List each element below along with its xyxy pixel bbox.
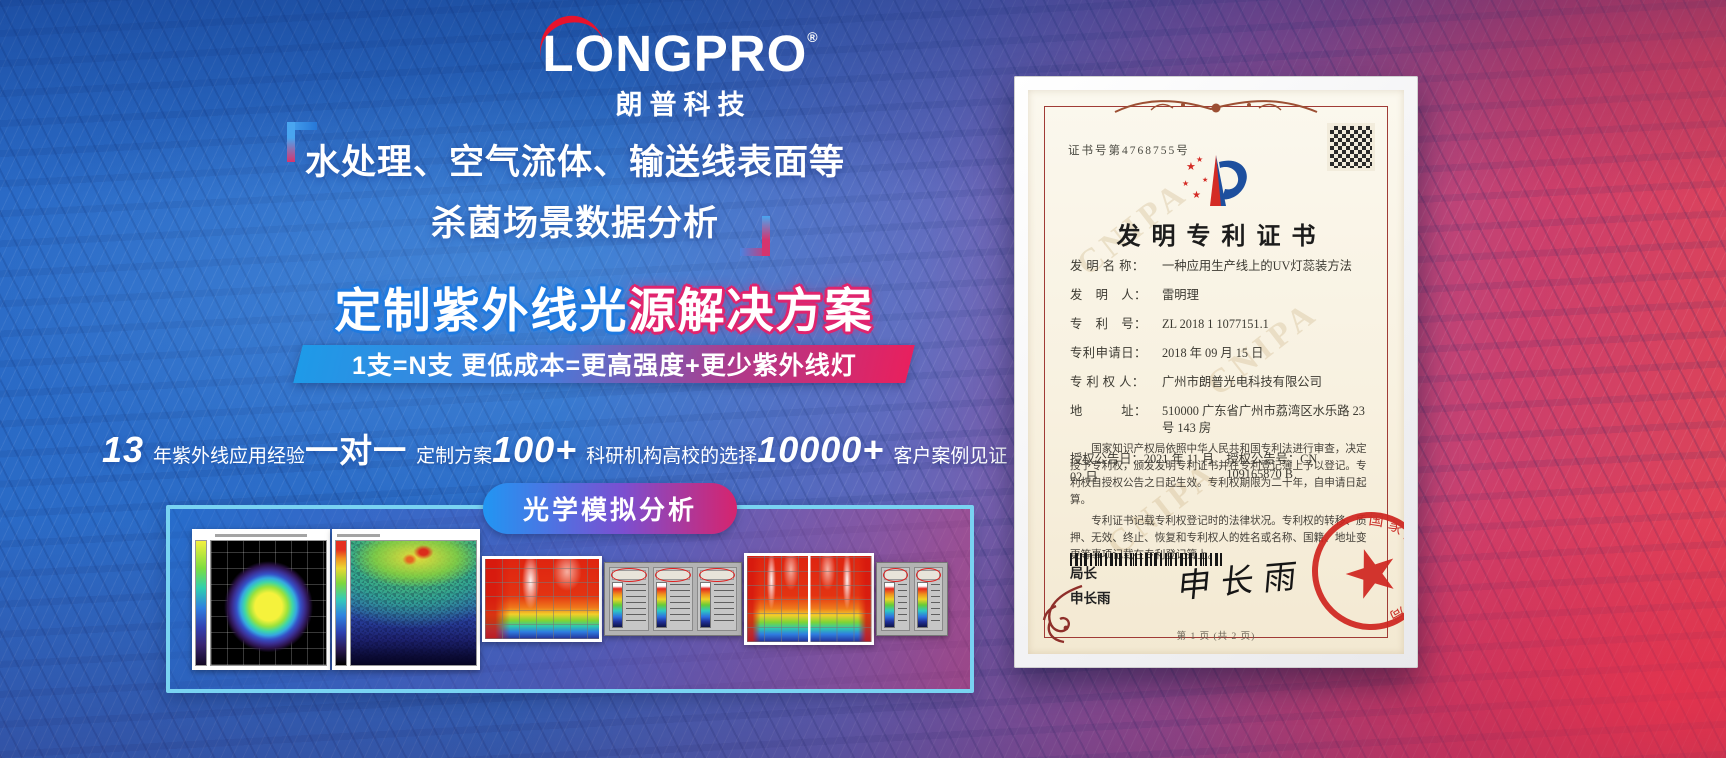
solution-block: 定制紫外线光源解决方案 1支=N支 更低成本=更高强度+更少紫外线灯 (293, 284, 915, 384)
stat-value: 100+ (492, 429, 578, 470)
legend-scale (914, 567, 943, 631)
certificate-page-footer: 第 1 页 (共 2 页) (1176, 632, 1256, 642)
certificate-number: 证书号第4768755号 (1068, 145, 1190, 157)
legend-colorbar (656, 582, 667, 628)
thumb-noisy-map (332, 528, 480, 670)
heatmap-plot (810, 556, 871, 642)
field-invention-name: 发 明 名 称： 一种应用生产线上的UV灯蕊装方法 (1070, 259, 1352, 273)
patent-certificate: CNIPA CNIPA CNIPA 证书号第4768755号 ★ ★ ★ ★ ★ (1028, 90, 1404, 654)
legend-tick-labels (931, 584, 940, 626)
svg-text:★: ★ (1202, 176, 1208, 184)
stat-cases: 10000+ 客户案例见证 (757, 429, 1007, 471)
brand-subtitle: 朗普科技 (615, 90, 752, 120)
field-patent-number: 专 利 号： ZL 2018 1 1077151.1 (1070, 317, 1269, 332)
legend-max-value-circled (699, 568, 735, 582)
optics-simulation-panel: 光学模拟分析 (166, 483, 974, 693)
certificate-title: 发明专利证书 (1116, 224, 1327, 250)
stat-value: 一对一 (305, 432, 408, 469)
certificate-fields: 发 明 名 称： 一种应用生产线上的UV灯蕊装方法 发 明 人： 雷明理 专 利… (1070, 258, 1370, 485)
svg-text:★: ★ (1196, 155, 1203, 164)
thumb-surface-heatmap (482, 556, 602, 642)
legend-scale (609, 567, 649, 631)
legend-scale (881, 567, 910, 631)
legend-max-value-circled (883, 568, 908, 582)
heatmap-plot (210, 539, 327, 666)
colorbar (335, 539, 347, 666)
headline-line2: 杀菌场景数据分析 (430, 204, 719, 243)
thumb-legend-scales-small (876, 562, 948, 636)
grant-number: 授权公告号：CN 109165870 B (1226, 452, 1318, 482)
legend-max-value-circled (611, 568, 647, 582)
brand-logo: LONGPRO® 朗普科技 (500, 9, 860, 122)
legend-tick-labels (714, 584, 734, 626)
field-address: 地 址： 510000 广东省广州市荔湾区水乐路 23 号 143 房 (1070, 404, 1365, 436)
stat-experience: 13 年紫外线应用经验 (102, 429, 305, 471)
legend-tick-labels (670, 584, 690, 626)
barcode (1070, 553, 1222, 566)
official-red-seal: 国家知识产权局 (1312, 498, 1404, 630)
stat-institutions: 100+ 科研机构高校的选择 (492, 429, 757, 471)
field-patentee: 专 利 权 人： 广州市朗普光电科技有限公司 (1070, 375, 1322, 390)
optics-thumbnails (170, 509, 970, 689)
corner-bracket-bottom-right-icon (740, 216, 770, 256)
svg-text:★: ★ (1192, 190, 1201, 201)
stat-value: 13 (102, 429, 145, 470)
registered-trademark-symbol: ® (807, 29, 818, 45)
headline: 水处理、空气流体、输送线表面等 杀菌场景数据分析 (285, 122, 865, 256)
stat-one-to-one: 一对一 定制方案 (305, 424, 492, 472)
optics-panel-title: 光学模拟分析 (482, 483, 738, 534)
chart-title-placeholder (214, 533, 308, 537)
director-name: 申长雨 (1070, 591, 1111, 607)
headline-line1: 水处理、空气流体、输送线表面等 (304, 143, 845, 182)
legend-colorbar (884, 582, 895, 628)
brand-name: LONGPRO (542, 25, 808, 82)
thumb-round-beam-map (192, 528, 330, 670)
legend-max-value-circled (916, 568, 941, 582)
legend-scale (653, 567, 693, 631)
legend-tick-labels (898, 584, 907, 626)
stat-value: 10000+ (757, 429, 885, 470)
legend-colorbar (612, 582, 623, 628)
svg-text:★: ★ (1186, 161, 1196, 173)
legal-paragraph-1: 国家知识产权局依照中华人民共和国专利法进行审查，决定授予专利权，颁发发明专利证书… (1070, 444, 1367, 506)
solution-subtitle-band: 1支=N支 更低成本=更高强度+更少紫外线灯 (293, 345, 915, 384)
stat-label: 年紫外线应用经验 (153, 446, 306, 467)
legend-colorbar (700, 582, 711, 628)
qr-code (1327, 123, 1375, 171)
solution-title-part1: 定制紫外线光 (334, 284, 629, 337)
svg-text:★: ★ (1182, 179, 1189, 188)
colorbar (195, 539, 207, 666)
director-signature: 申长雨 (1176, 558, 1308, 606)
solution-title: 定制紫外线光源解决方案 (298, 284, 910, 338)
heatmap-plot (747, 556, 808, 642)
thumb-legend-scales (604, 562, 742, 636)
stat-label: 科研机构高校的选择 (586, 446, 758, 467)
grant-date: 授权公告日：2021 年 11 月 02 日 (1070, 452, 1215, 485)
solution-subtitle: 1支=N支 更低成本=更高强度+更少紫外线灯 (351, 352, 857, 381)
legend-max-value-circled (655, 568, 691, 582)
stat-label: 客户案例见证 (893, 446, 1008, 467)
heatmap-plot (485, 559, 599, 639)
solution-title-part2: 源解决方案 (628, 284, 874, 337)
corner-bracket-top-left-icon (287, 122, 317, 162)
stat-label: 定制方案 (416, 446, 493, 467)
corner-flourish (1042, 584, 1083, 644)
heatmap-plot (350, 539, 477, 666)
field-inventor: 发 明 人： 雷明理 (1070, 288, 1199, 303)
director-label: 局长 (1070, 565, 1097, 581)
director-block: 局长 申长雨 (1070, 561, 1111, 612)
legend-scale (697, 567, 737, 631)
legend-colorbar (917, 582, 928, 628)
field-grant-row: 授权公告日：2021 年 11 月 02 日 授权公告号：CN 10916587… (1070, 449, 1370, 485)
field-application-date: 专利申请日： 2018 年 09 月 15 日 (1070, 346, 1264, 361)
chart-title-placeholder (337, 533, 380, 537)
stats-row: 13 年紫外线应用经验 一对一 定制方案 100+ 科研机构高校的选择 1000… (102, 424, 1007, 472)
thumb-surface-heatmap-wide (744, 553, 874, 645)
legend-tick-labels (626, 584, 646, 626)
top-ornament-flourish (1114, 100, 1318, 113)
cnipa-patent-logo: ★ ★ ★ ★ ★ (1182, 155, 1247, 206)
patent-certificate-frame: CNIPA CNIPA CNIPA 证书号第4768755号 ★ ★ ★ ★ ★ (1014, 76, 1418, 668)
